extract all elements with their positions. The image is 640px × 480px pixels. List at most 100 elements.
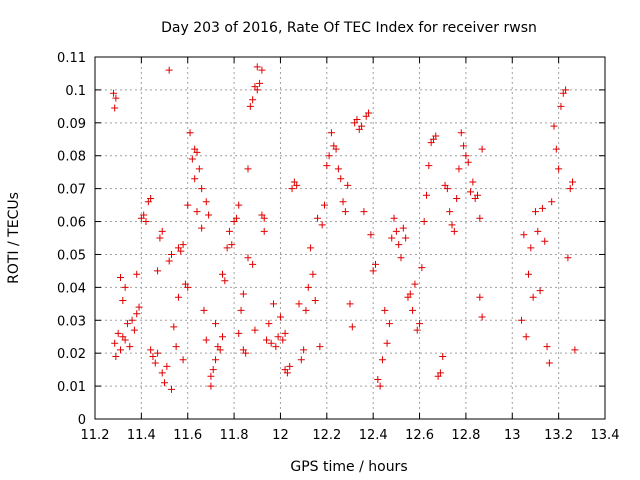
data-point xyxy=(221,277,229,285)
data-point xyxy=(121,283,129,291)
data-point xyxy=(198,224,206,232)
data-point xyxy=(149,352,157,360)
data-point xyxy=(260,227,268,235)
data-point xyxy=(193,148,201,156)
data-point xyxy=(529,293,537,301)
data-point xyxy=(325,152,333,160)
data-point xyxy=(235,329,243,337)
data-point xyxy=(564,254,572,262)
data-point xyxy=(476,214,484,222)
data-point xyxy=(321,201,328,209)
y-tick-label: 0.06 xyxy=(57,216,86,231)
data-point xyxy=(457,129,465,137)
data-point xyxy=(390,214,398,222)
data-point xyxy=(168,385,175,393)
data-point xyxy=(110,89,118,97)
y-axis-label: ROTI / TECUs xyxy=(6,192,22,284)
data-point xyxy=(453,195,461,203)
data-point xyxy=(302,306,310,314)
data-point xyxy=(207,372,215,380)
x-tick-label: 12.4 xyxy=(359,428,388,443)
data-point xyxy=(522,333,530,341)
y-tick-label: 0.01 xyxy=(57,380,86,395)
data-point xyxy=(455,165,463,173)
data-point xyxy=(200,306,208,314)
data-point xyxy=(112,352,120,360)
data-point xyxy=(378,356,386,364)
data-point xyxy=(469,178,477,186)
x-axis-label: GPS time / hours xyxy=(290,459,407,475)
data-point xyxy=(525,270,532,278)
data-point xyxy=(156,234,164,242)
data-point xyxy=(202,336,210,344)
data-point xyxy=(339,198,347,206)
x-tick-label: 12.8 xyxy=(451,428,480,443)
plot-frame xyxy=(94,56,606,420)
data-point xyxy=(272,343,280,351)
data-point xyxy=(263,336,271,344)
data-point xyxy=(179,356,187,364)
y-tick-label: 0.04 xyxy=(57,281,86,296)
x-tick-label: 11.2 xyxy=(81,428,110,443)
data-point xyxy=(219,333,226,341)
data-point xyxy=(242,349,250,357)
data-point xyxy=(111,339,119,347)
data-point xyxy=(177,247,185,255)
data-point xyxy=(191,175,199,183)
data-point xyxy=(265,320,273,328)
data-point xyxy=(566,185,574,193)
data-point xyxy=(467,188,475,196)
y-tick-label: 0.11 xyxy=(57,51,86,66)
data-point xyxy=(123,320,131,328)
data-point xyxy=(179,241,187,249)
data-point xyxy=(121,336,129,344)
data-point xyxy=(297,356,305,364)
data-point xyxy=(117,346,124,354)
data-point xyxy=(188,155,196,163)
data-point xyxy=(235,201,243,209)
data-point xyxy=(244,254,252,262)
data-point xyxy=(114,329,122,337)
data-point xyxy=(446,208,454,216)
data-point xyxy=(219,270,226,278)
data-point xyxy=(418,264,426,272)
y-tick-label: 0.1 xyxy=(65,84,86,99)
y-tick-label: 0.09 xyxy=(57,117,86,132)
data-point xyxy=(413,326,421,334)
data-point xyxy=(439,352,447,360)
data-point xyxy=(346,300,354,308)
data-point xyxy=(534,227,542,235)
data-point xyxy=(228,241,236,249)
data-point xyxy=(518,316,526,324)
data-point xyxy=(548,198,556,206)
data-point xyxy=(251,326,259,334)
data-point xyxy=(309,270,317,278)
data-point xyxy=(460,142,468,150)
data-point xyxy=(318,221,326,229)
data-point xyxy=(174,293,182,301)
data-point xyxy=(195,165,203,173)
x-tick-label: 12.6 xyxy=(405,428,434,443)
data-point xyxy=(478,145,486,153)
x-tick-label: 13 xyxy=(504,428,521,443)
data-point xyxy=(536,287,544,295)
x-tick-label: 13.2 xyxy=(544,428,573,443)
data-point xyxy=(311,297,319,305)
data-point xyxy=(543,343,551,351)
data-point xyxy=(365,109,373,117)
data-point xyxy=(193,208,201,216)
x-tick-label: 11.8 xyxy=(220,428,249,443)
data-point xyxy=(367,231,375,239)
data-point xyxy=(392,227,400,235)
data-point xyxy=(186,129,194,137)
data-point xyxy=(165,66,173,74)
data-point xyxy=(402,234,410,242)
data-point xyxy=(541,237,549,245)
data-point xyxy=(244,165,252,173)
data-point xyxy=(409,306,417,314)
data-point xyxy=(557,102,565,110)
data-point xyxy=(425,162,433,170)
data-point xyxy=(358,122,366,130)
data-point xyxy=(128,316,136,324)
data-point xyxy=(239,290,247,298)
